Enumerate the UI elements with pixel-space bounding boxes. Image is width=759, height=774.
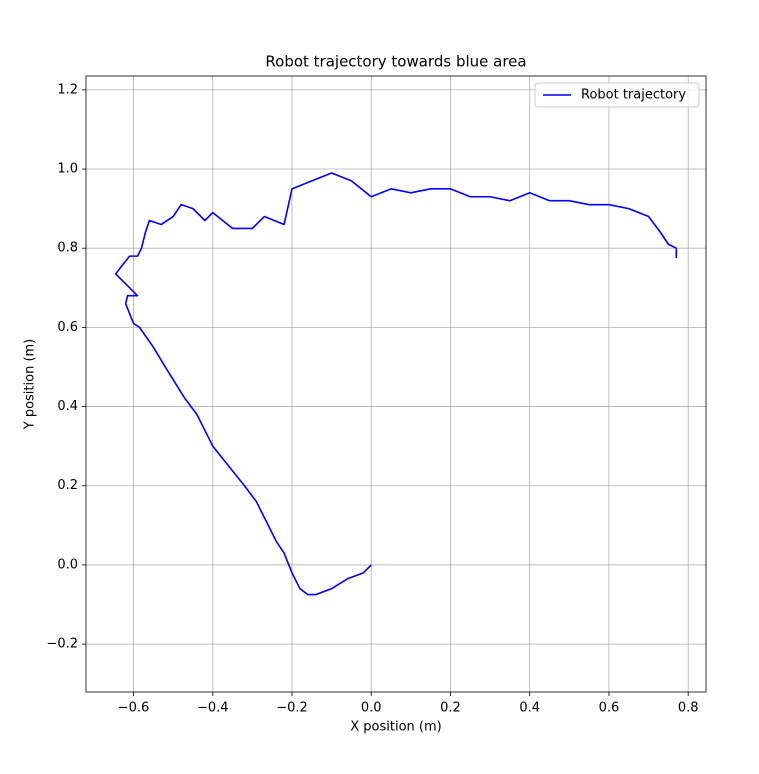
y-tick-label: 1.0 [57,162,78,177]
x-tick-label: 0.4 [519,701,540,716]
y-tick-label: 0.0 [57,557,78,572]
trajectory-line [114,172,678,596]
x-tick-label: −0.4 [197,701,229,716]
x-axis-label: X position (m) [350,720,441,735]
x-tick-label: −0.6 [118,701,150,716]
y-tick-label: 1.2 [57,82,78,97]
legend-label: Robot trajectory [581,88,686,103]
x-tick-label: 0.6 [599,701,620,716]
y-tick-label: 0.2 [57,478,78,493]
y-tick-label: 0.6 [57,320,78,335]
y-tick-label: 0.8 [57,241,78,256]
legend-box [534,82,700,108]
x-tick-label: 0.0 [361,701,382,716]
x-tick-label: 0.2 [440,701,461,716]
y-axis-label: Y position (m) [23,339,38,431]
x-tick-label: 0.8 [678,701,699,716]
x-tick-label: −0.2 [276,701,308,716]
chart-title: Robot trajectory towards blue area [265,53,526,71]
y-tick-label: 0.4 [57,399,78,414]
y-tick-label: −0.2 [46,637,78,652]
plot-frame [85,75,707,693]
